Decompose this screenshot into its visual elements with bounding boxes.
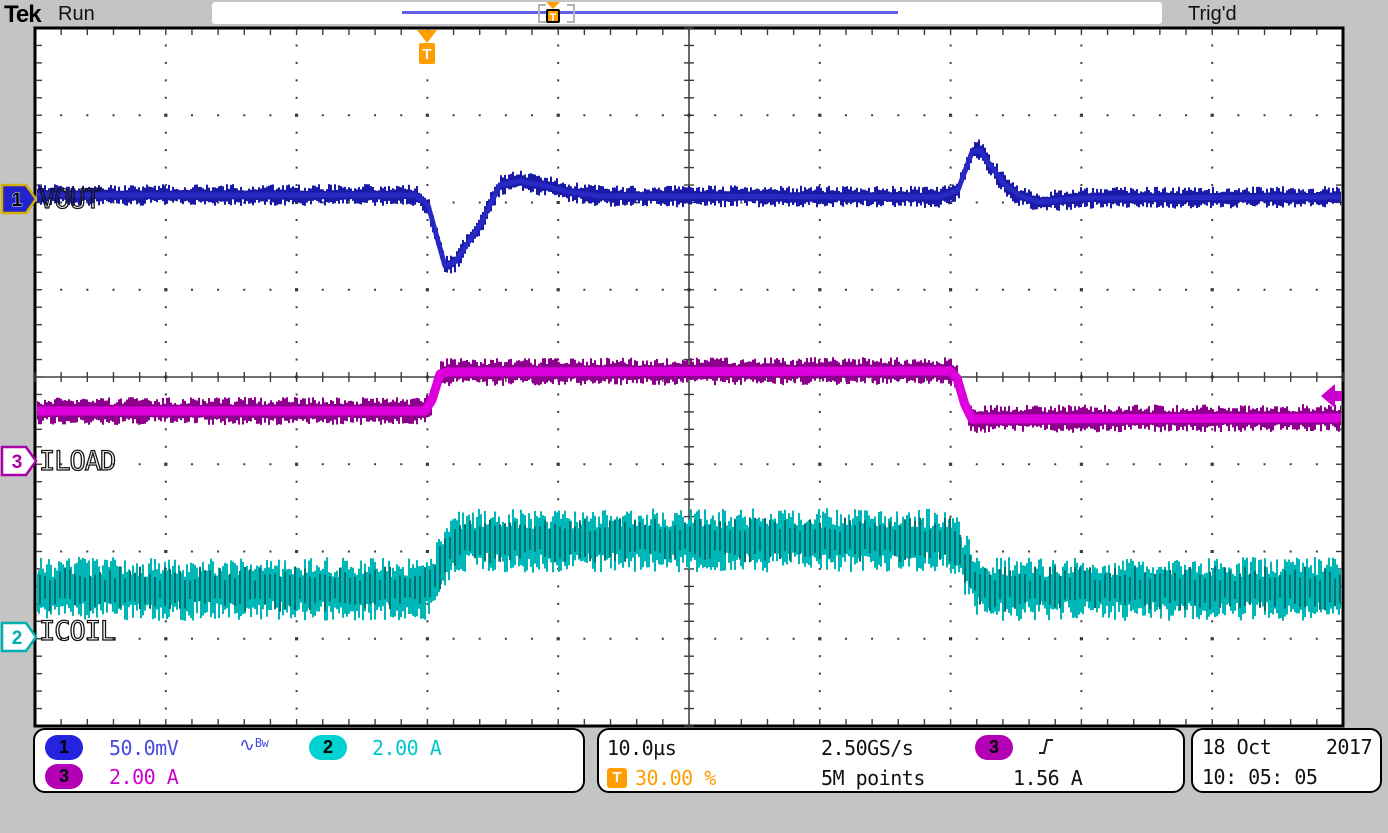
ch1-coupling-indicator: ∿Bw (239, 734, 269, 756)
ch1-scale: 50.0mV (109, 736, 179, 760)
channel-1-marker[interactable]: 1 (0, 183, 38, 215)
trigger-position-indicator[interactable]: T (417, 30, 437, 64)
ch2-badge[interactable]: 2 (309, 735, 347, 760)
ch3-scale: 2.00 A (109, 765, 179, 789)
ac-coupling-icon: ∿ (239, 734, 255, 756)
trace-icoil (39, 517, 1341, 612)
trigger-position-readout: 30.00 % (635, 766, 716, 790)
trigger-position-badge: T (607, 768, 627, 788)
rising-edge-icon (1039, 739, 1053, 754)
waveform-traces (37, 139, 1341, 621)
overview-trigger-marker[interactable]: T (545, 2, 561, 24)
ch1-badge[interactable]: 1 (45, 735, 83, 760)
svg-text:T: T (422, 46, 431, 63)
timebase-readout: 10.0µs (607, 736, 677, 760)
horizontal-trigger-readout-box: 10.0µs 2.50GS/s 3 T 30.00 % 5M points 1.… (597, 728, 1185, 793)
channel-readout-box: 1 50.0mV ∿Bw 2 2.00 A 3 2.00 A (33, 728, 585, 793)
trigger-source-badge[interactable]: 3 (975, 735, 1013, 760)
trace-label-icoil: ICOIL (39, 616, 116, 647)
trace-vout-core (37, 147, 1341, 269)
sample-rate-readout: 2.50GS/s (821, 736, 914, 760)
bandwidth-limit-icon: Bw (254, 736, 269, 750)
record-view-line (402, 11, 898, 14)
expansion-bracket-right (567, 4, 575, 23)
graticule-grid (34, 27, 1344, 727)
year-readout: 2017 (1325, 735, 1373, 759)
tek-logo: Tek (4, 1, 42, 28)
acquisition-state: Run (58, 3, 95, 25)
channel-2-marker[interactable]: 2 (0, 621, 38, 653)
svg-text:1: 1 (12, 190, 23, 211)
time-readout: 10: 05: 05 (1202, 765, 1318, 789)
trace-label-vout: VOUT (39, 184, 101, 215)
trigger-level-indicator[interactable] (1321, 384, 1342, 408)
svg-text:3: 3 (12, 452, 23, 473)
top-status-bar: Tek Run T Trig'd (0, 0, 1388, 28)
ch3-badge[interactable]: 3 (45, 764, 83, 789)
date-readout: 18 Oct (1202, 735, 1272, 759)
trigger-status: Trig'd (1188, 3, 1237, 25)
graticule: 1 3 2 VOUT ILOAD ICOIL T (0, 26, 1345, 728)
trigger-arrow-icon (546, 2, 560, 9)
ch2-scale: 2.00 A (372, 736, 442, 760)
trace-iload-core (37, 366, 1341, 424)
trigger-level-readout: 1.56 A (1013, 766, 1083, 790)
expansion-bracket-left (538, 4, 546, 23)
record-length-readout: 5M points (821, 766, 925, 790)
trace-label-iload: ILOAD (39, 446, 115, 477)
channel-3-marker[interactable]: 3 (0, 445, 38, 477)
svg-text:2: 2 (12, 628, 23, 649)
trigger-t-icon: T (546, 9, 560, 24)
datetime-readout-box: 18 Oct 2017 10: 05: 05 (1191, 728, 1382, 793)
record-overview-bar[interactable]: T (212, 2, 1162, 24)
